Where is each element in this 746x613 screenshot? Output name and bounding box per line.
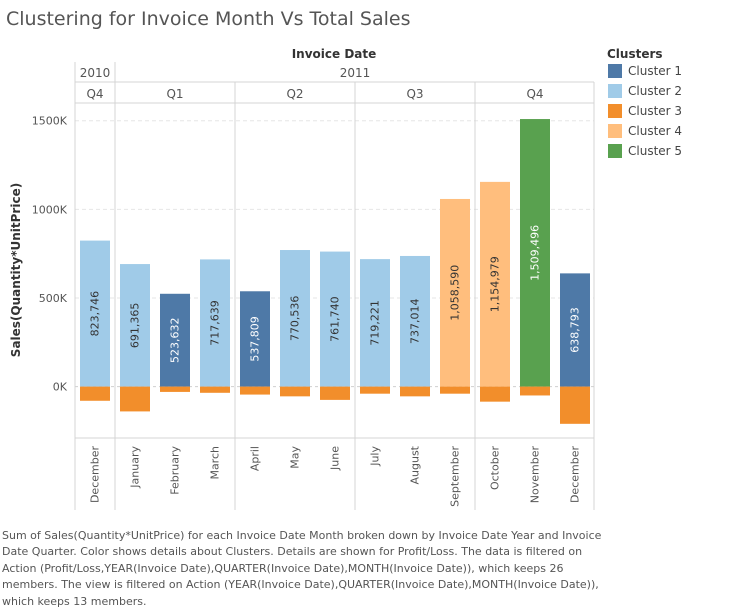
bar-sales xyxy=(560,273,590,387)
bar-sales xyxy=(320,251,350,387)
bar-profit-loss xyxy=(280,386,310,397)
legend-label: Cluster 1 xyxy=(628,64,682,78)
y-axis-title: Sales(Quantity*UnitPrice) xyxy=(9,183,23,357)
data-label: 537,809 xyxy=(249,316,262,362)
chart-title: Clustering for Invoice Month Vs Total Sa… xyxy=(6,8,411,30)
bar-sales xyxy=(160,293,190,387)
bar-sales xyxy=(120,264,150,387)
x-tick-label: August xyxy=(409,445,422,484)
data-label: 523,632 xyxy=(169,317,182,363)
quarter-label: Q4 xyxy=(526,87,543,101)
bar-profit-loss xyxy=(160,386,190,392)
legend-label: Cluster 2 xyxy=(628,84,682,98)
bar-sales xyxy=(240,291,270,387)
x-tick-label: December xyxy=(89,446,102,504)
x-tick-label: November xyxy=(529,446,542,504)
chart-caption: Sum of Sales(Quantity*UnitPrice) for eac… xyxy=(2,529,602,608)
bar-sales xyxy=(440,198,470,387)
bar-profit-loss xyxy=(560,386,590,424)
y-tick-label: 500K xyxy=(39,292,68,305)
bar-profit-loss xyxy=(200,386,230,393)
legend-title: Clusters xyxy=(607,47,663,61)
y-tick-label: 0K xyxy=(53,381,68,394)
bar-sales xyxy=(280,250,310,387)
bar-profit-loss xyxy=(400,386,430,397)
legend-label: Cluster 3 xyxy=(628,104,682,118)
clustering-bar-chart[interactable]: Invoice Date 2010 2011 Q4 Q1 Q2 Q3 Q4 0K 500K 1000… xyxy=(0,0,746,525)
year-label: 2011 xyxy=(340,66,371,80)
data-label: 770,536 xyxy=(289,296,302,342)
bar-profit-loss xyxy=(360,386,390,394)
x-tick-label: June xyxy=(329,446,342,471)
bar-sales xyxy=(360,259,390,387)
y-tick-label: 1000K xyxy=(32,203,68,216)
legend-swatch xyxy=(608,64,622,78)
legend-swatch xyxy=(608,104,622,118)
x-tick-label: February xyxy=(169,446,182,495)
data-label: 737,014 xyxy=(409,299,422,345)
bar-profit-loss xyxy=(320,386,350,400)
quarter-label: Q2 xyxy=(286,87,303,101)
legend-label: Cluster 5 xyxy=(628,144,682,158)
data-label: 761,740 xyxy=(329,296,342,342)
bar-profit-loss xyxy=(240,386,270,395)
bar-profit-loss xyxy=(480,386,510,402)
quarter-label: Q4 xyxy=(86,87,103,101)
bar-sales xyxy=(480,181,510,387)
x-tick-label: March xyxy=(209,446,222,480)
data-label: 1,154,979 xyxy=(489,256,502,312)
x-tick-label: September xyxy=(449,446,462,507)
x-tick-label: April xyxy=(249,446,262,471)
bar-sales xyxy=(80,240,110,387)
legend-swatch xyxy=(608,84,622,98)
data-label: 717,639 xyxy=(209,300,222,346)
legend-swatch xyxy=(608,124,622,138)
data-label: 823,746 xyxy=(89,291,102,337)
quarter-label: Q3 xyxy=(406,87,423,101)
data-label: 691,365 xyxy=(129,303,142,349)
bar-sales xyxy=(400,255,430,387)
x-tick-label: July xyxy=(369,446,382,467)
bar-sales xyxy=(200,259,230,387)
bar-profit-loss xyxy=(80,386,110,401)
header-title: Invoice Date xyxy=(292,47,377,61)
y-tick-label: 1500K xyxy=(32,115,68,128)
bar-profit-loss xyxy=(520,386,550,396)
data-label: 719,221 xyxy=(369,300,382,346)
bar-profit-loss xyxy=(120,386,150,412)
year-label: 2010 xyxy=(80,66,111,80)
x-tick-label: May xyxy=(289,446,302,469)
x-tick-label: January xyxy=(129,446,142,489)
legend-swatch xyxy=(608,144,622,158)
bar-sales xyxy=(520,119,550,387)
x-tick-label: October xyxy=(489,446,502,490)
bar-profit-loss xyxy=(440,386,470,394)
legend-label: Cluster 4 xyxy=(628,124,682,138)
quarter-label: Q1 xyxy=(166,87,183,101)
data-label: 638,793 xyxy=(569,307,582,353)
x-tick-label: December xyxy=(569,446,582,504)
data-label: 1,058,590 xyxy=(449,265,462,321)
data-label: 1,509,496 xyxy=(529,225,542,281)
